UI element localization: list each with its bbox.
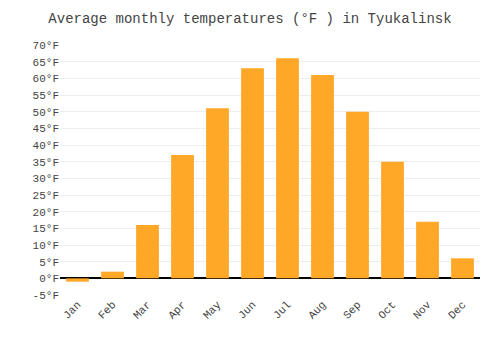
svg-text:Average monthly temperatures (: Average monthly temperatures (°F ) in Ty… (48, 11, 451, 27)
svg-text:Mar: Mar (131, 299, 153, 321)
svg-text:15°F: 15°F (33, 223, 59, 235)
svg-text:60°F: 60°F (33, 73, 59, 85)
svg-text:35°F: 35°F (33, 157, 59, 169)
svg-text:Sep: Sep (341, 299, 363, 321)
svg-text:70°F: 70°F (33, 40, 59, 52)
svg-text:40°F: 40°F (33, 140, 59, 152)
svg-text:-5°F: -5°F (33, 290, 59, 302)
svg-text:0°F: 0°F (39, 273, 59, 285)
svg-text:Jan: Jan (61, 299, 83, 321)
svg-text:Feb: Feb (96, 299, 118, 321)
svg-text:5°F: 5°F (39, 257, 59, 269)
svg-text:May: May (201, 299, 224, 322)
svg-text:Jul: Jul (271, 299, 293, 321)
svg-text:Jun: Jun (236, 299, 258, 321)
svg-text:10°F: 10°F (33, 240, 59, 252)
svg-text:55°F: 55°F (33, 90, 59, 102)
svg-text:20°F: 20°F (33, 207, 59, 219)
svg-text:50°F: 50°F (33, 107, 59, 119)
svg-text:Dec: Dec (446, 299, 468, 321)
svg-text:25°F: 25°F (33, 190, 59, 202)
svg-text:Apr: Apr (166, 299, 188, 321)
svg-text:65°F: 65°F (33, 57, 59, 69)
svg-text:Nov: Nov (411, 299, 434, 322)
svg-text:Oct: Oct (376, 299, 398, 321)
svg-text:30°F: 30°F (33, 173, 59, 185)
svg-text:45°F: 45°F (33, 123, 59, 135)
svg-text:Aug: Aug (306, 299, 328, 321)
